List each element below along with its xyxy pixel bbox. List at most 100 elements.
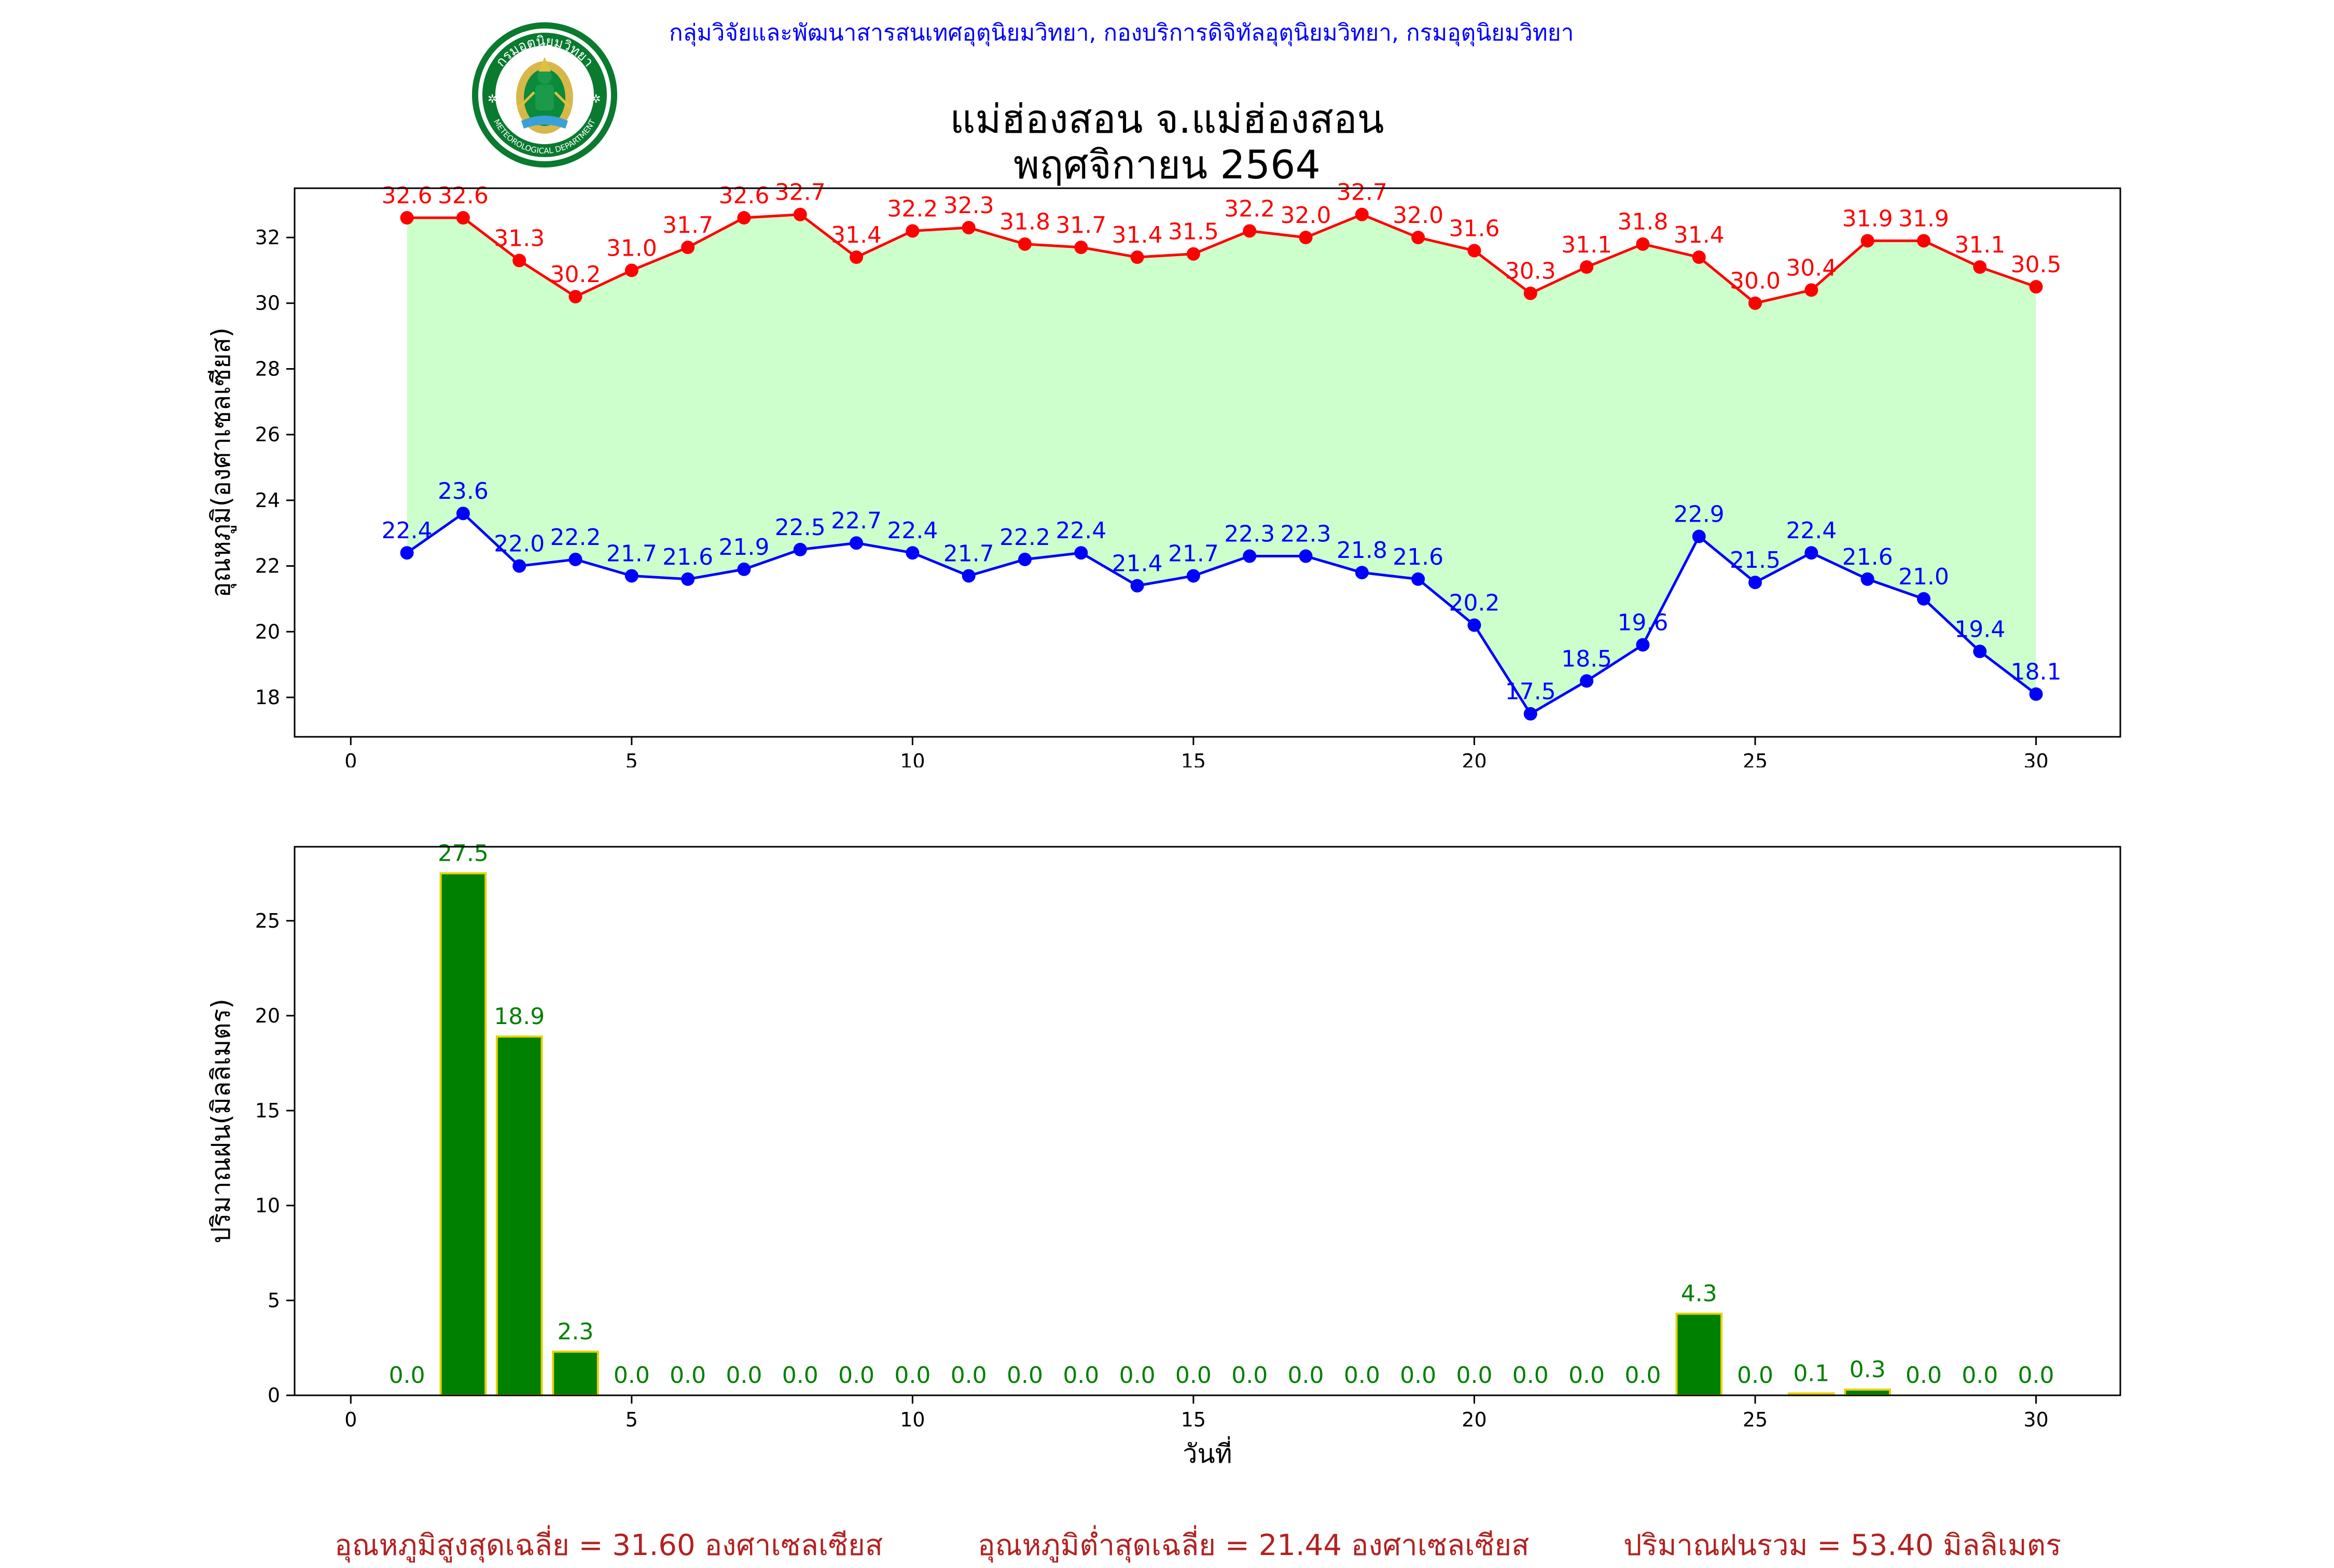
max-temp-point — [1692, 250, 1706, 264]
x-tick-label: 25 — [1743, 1408, 1768, 1431]
max-temp-label: 31.4 — [1674, 222, 1725, 248]
max-temp-point — [1748, 296, 1762, 310]
max-temp-point — [1355, 207, 1369, 221]
deity-figure-icon — [516, 57, 573, 134]
min-temp-point — [1130, 579, 1144, 593]
max-temp-point — [737, 211, 751, 225]
x-tick-label: 30 — [2023, 1408, 2048, 1431]
min-temp-label: 19.4 — [1954, 616, 2005, 642]
min-temp-point — [456, 507, 470, 521]
min-temp-point — [1580, 674, 1594, 688]
rain-value-label: 0.0 — [1119, 1362, 1156, 1389]
min-temp-label: 21.0 — [1898, 564, 1949, 590]
min-temp-label: 21.8 — [1337, 537, 1387, 564]
plot-frame — [294, 187, 2121, 738]
rain-value-label: 0.0 — [1063, 1362, 1099, 1389]
x-tick-label: 5 — [626, 1408, 638, 1431]
max-temp-point — [793, 207, 807, 221]
max-temp-point — [1130, 250, 1144, 264]
min-temp-label: 21.6 — [662, 544, 713, 570]
min-temp-point — [1467, 618, 1481, 632]
y-tick-label: 28 — [255, 357, 280, 380]
max-temp-point — [1523, 286, 1537, 300]
min-temp-point — [1243, 549, 1257, 563]
y-tick-label: 5 — [268, 1289, 280, 1312]
min-temp-point — [2029, 687, 2043, 701]
max-temp-label: 31.9 — [1898, 205, 1949, 232]
x-tick-label: 5 — [626, 750, 638, 767]
y-tick-label: 20 — [255, 1004, 280, 1027]
rain-bar — [1844, 1389, 1891, 1397]
min-temp-label: 22.5 — [775, 514, 826, 541]
rain-value-label: 0.0 — [1007, 1362, 1043, 1389]
max-temp-label: 32.7 — [775, 179, 826, 206]
x-tick-label: 0 — [344, 1408, 357, 1431]
y-tick-label: 24 — [255, 489, 280, 512]
rain-value-label: 0.0 — [1400, 1362, 1436, 1389]
max-temp-label: 31.9 — [1842, 205, 1893, 232]
min-temp-label: 21.6 — [1393, 544, 1443, 570]
y-tick-label: 22 — [255, 555, 280, 578]
x-axis-label: วันที่ — [1183, 1436, 1232, 1469]
x-tick-label: 15 — [1181, 750, 1206, 767]
min-temp-label: 22.4 — [1055, 517, 1106, 544]
y-tick-label: 10 — [255, 1194, 280, 1217]
max-temp-point — [456, 211, 470, 225]
y-axis-label: ปริมาณฝน(มิลลิเมตร) — [206, 999, 236, 1243]
max-temp-point — [1074, 241, 1088, 255]
rain-value-label: 0.0 — [1568, 1362, 1605, 1389]
max-temp-label: 32.3 — [943, 192, 994, 219]
max-temp-point — [1973, 260, 1987, 274]
max-temp-label: 32.6 — [718, 183, 769, 209]
max-temp-label: 31.7 — [1055, 212, 1106, 239]
y-tick-label: 25 — [255, 909, 280, 932]
max-temp-label: 32.6 — [438, 183, 489, 209]
max-temp-point — [906, 224, 920, 238]
max-temp-label: 32.2 — [887, 195, 938, 222]
x-tick-label: 20 — [1462, 750, 1486, 767]
max-temp-point — [568, 290, 582, 304]
min-temp-point — [568, 552, 582, 566]
rain-value-label: 0.0 — [1175, 1362, 1212, 1389]
rain-value-label: 2.3 — [558, 1319, 594, 1345]
min-temp-label: 21.9 — [718, 534, 769, 561]
max-temp-label: 31.3 — [494, 225, 545, 251]
max-temp-label: 31.7 — [662, 212, 713, 239]
max-temp-label: 30.5 — [2011, 251, 2062, 278]
y-tick-label: 18 — [255, 686, 280, 709]
min-temp-point — [1860, 572, 1874, 586]
min-temp-label: 22.4 — [382, 517, 433, 544]
rain-bar — [495, 1035, 543, 1396]
x-tick-label: 25 — [1743, 750, 1768, 767]
min-temp-point — [793, 542, 807, 556]
max-temp-label: 31.0 — [606, 235, 657, 261]
min-temp-point — [1748, 576, 1762, 590]
min-temp-label: 17.5 — [1505, 679, 1556, 705]
y-axis-label: อุณหภูมิ(องศาเซลเซียส) — [206, 327, 237, 597]
rain-value-label: 0.0 — [1344, 1362, 1380, 1389]
max-temp-label: 31.4 — [831, 222, 882, 248]
rain-value-label: 0.1 — [1793, 1360, 1829, 1387]
min-temp-point — [1018, 552, 1032, 566]
min-temp-label: 19.6 — [1617, 610, 1668, 636]
min-temp-label: 21.4 — [1112, 551, 1163, 577]
min-temp-point — [737, 562, 751, 576]
max-temp-point — [1411, 231, 1425, 245]
max-temp-label: 31.6 — [1449, 215, 1499, 242]
rain-value-label: 0.0 — [1231, 1362, 1268, 1389]
chart-title-station: แม่ฮ่องสอน จ.แม่ฮ่องสอน — [950, 96, 1384, 142]
x-tick-label: 15 — [1181, 1408, 1206, 1431]
plot-frame — [294, 846, 2121, 1396]
max-temp-point — [624, 263, 638, 277]
min-temp-label: 21.7 — [1168, 541, 1219, 567]
max-temp-point — [1467, 244, 1481, 258]
y-tick-label: 20 — [255, 620, 280, 643]
min-temp-label: 22.0 — [494, 531, 545, 557]
max-temp-point — [400, 211, 414, 225]
rain-value-label: 0.3 — [1850, 1356, 1886, 1383]
min-temp-point — [1411, 572, 1425, 586]
min-temp-point — [1973, 645, 1987, 659]
y-tick-label: 30 — [255, 292, 280, 315]
rain-bar — [552, 1350, 599, 1397]
